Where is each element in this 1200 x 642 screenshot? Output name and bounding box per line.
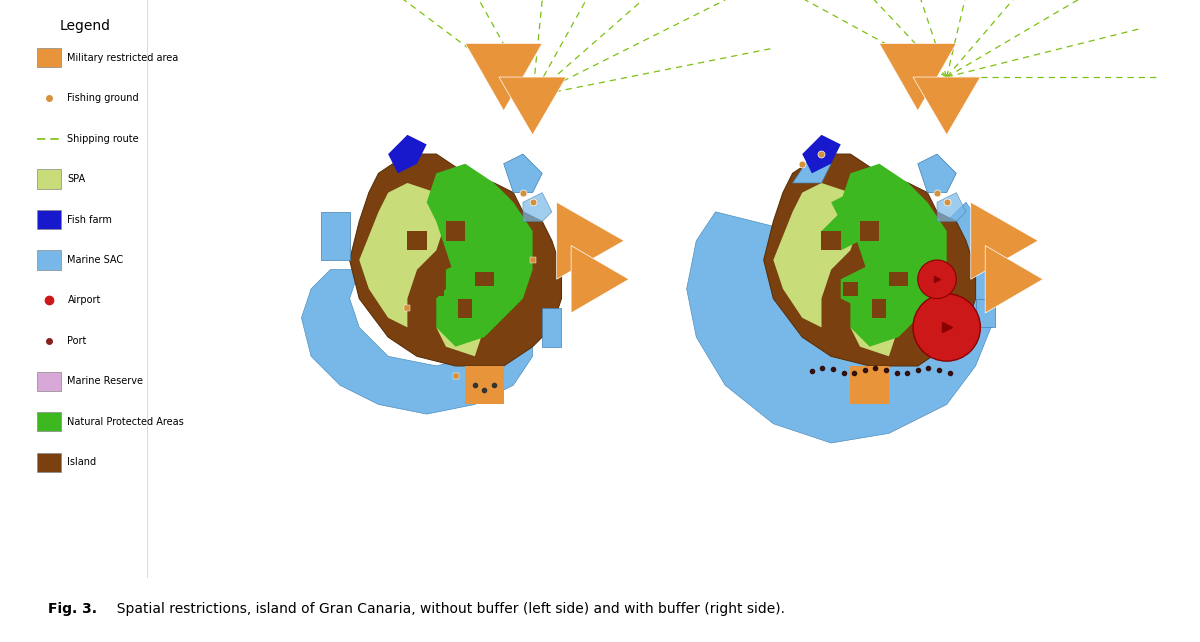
Polygon shape <box>880 44 956 110</box>
Polygon shape <box>499 77 566 135</box>
Polygon shape <box>860 279 889 318</box>
Polygon shape <box>407 231 427 250</box>
Polygon shape <box>427 164 533 347</box>
Text: Fishing ground: Fishing ground <box>67 93 139 103</box>
Circle shape <box>918 260 956 299</box>
Text: Port: Port <box>67 336 86 346</box>
Polygon shape <box>832 193 860 221</box>
Polygon shape <box>773 183 860 327</box>
Polygon shape <box>803 135 841 173</box>
Polygon shape <box>301 270 533 414</box>
Polygon shape <box>686 202 995 443</box>
Polygon shape <box>880 202 918 250</box>
Polygon shape <box>913 77 980 135</box>
Polygon shape <box>822 212 860 250</box>
Bar <box>851 366 889 404</box>
Bar <box>37 412 61 431</box>
Bar <box>37 372 61 391</box>
Polygon shape <box>557 202 624 279</box>
Text: Legend: Legend <box>59 19 110 33</box>
Polygon shape <box>446 279 475 318</box>
Bar <box>320 212 349 260</box>
Polygon shape <box>841 270 870 308</box>
Polygon shape <box>971 202 1038 279</box>
Text: Fig. 3.: Fig. 3. <box>48 602 97 616</box>
Text: Fish farm: Fish farm <box>67 214 113 225</box>
Polygon shape <box>822 231 841 250</box>
Polygon shape <box>889 260 928 299</box>
Polygon shape <box>899 221 928 250</box>
Polygon shape <box>466 44 542 110</box>
Polygon shape <box>349 154 562 366</box>
Polygon shape <box>475 272 494 286</box>
Polygon shape <box>889 272 908 286</box>
Polygon shape <box>446 260 475 299</box>
Bar <box>542 308 562 347</box>
Polygon shape <box>918 154 956 193</box>
Text: SPA: SPA <box>67 174 85 184</box>
Polygon shape <box>792 154 832 183</box>
Polygon shape <box>860 260 889 299</box>
Text: Military restricted area: Military restricted area <box>67 53 179 63</box>
Polygon shape <box>437 299 485 356</box>
Bar <box>976 299 995 327</box>
Text: Marine Reserve: Marine Reserve <box>67 376 144 386</box>
Bar <box>37 210 61 229</box>
Polygon shape <box>388 135 427 173</box>
Polygon shape <box>523 193 552 221</box>
Bar <box>466 366 504 404</box>
Bar <box>37 453 61 472</box>
Polygon shape <box>841 164 947 347</box>
Polygon shape <box>851 299 899 356</box>
Polygon shape <box>872 299 887 318</box>
Polygon shape <box>937 193 966 221</box>
Text: Airport: Airport <box>67 295 101 306</box>
Polygon shape <box>466 202 504 250</box>
Polygon shape <box>359 183 446 327</box>
Circle shape <box>913 294 980 361</box>
Polygon shape <box>458 299 473 318</box>
Polygon shape <box>763 154 976 366</box>
Bar <box>37 48 61 67</box>
Text: Island: Island <box>67 457 96 467</box>
Bar <box>37 250 61 270</box>
Polygon shape <box>571 246 629 313</box>
Polygon shape <box>446 221 466 241</box>
Text: Shipping route: Shipping route <box>67 134 139 144</box>
Text: Spatial restrictions, island of Gran Canaria, without buffer (left side) and wit: Spatial restrictions, island of Gran Can… <box>108 602 785 616</box>
Polygon shape <box>430 282 444 296</box>
Polygon shape <box>504 154 542 193</box>
Polygon shape <box>844 282 858 296</box>
Polygon shape <box>985 246 1043 313</box>
Text: Natural Protected Areas: Natural Protected Areas <box>67 417 185 427</box>
Text: Marine SAC: Marine SAC <box>67 255 124 265</box>
Polygon shape <box>860 221 880 241</box>
Polygon shape <box>475 260 514 299</box>
Bar <box>37 169 61 189</box>
